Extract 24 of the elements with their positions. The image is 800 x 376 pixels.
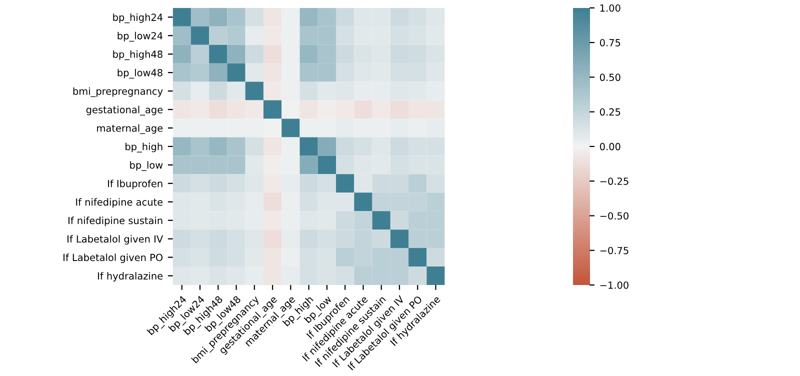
color-bar-label: −0.50 xyxy=(600,212,628,220)
y-tick-label: If hydralazine xyxy=(98,272,163,282)
color-bar-label: 0.25 xyxy=(600,108,620,116)
y-tick-label: bp_high24 xyxy=(113,13,163,24)
color-bar-label: −0.25 xyxy=(600,178,628,185)
color-bar-label: 0.75 xyxy=(600,39,620,46)
y-tick-label: bp_low xyxy=(130,161,163,171)
y-tick-label: bp_low24 xyxy=(118,32,163,42)
color-bar-label: 0.50 xyxy=(600,74,620,82)
y-tick-label: If Labetalol given IV xyxy=(68,235,163,245)
color-bar-label: −0.75 xyxy=(600,246,628,254)
color-bar-label: 0.00 xyxy=(600,142,620,150)
y-tick-label: If nifedipine acute xyxy=(76,198,163,208)
y-tick-label: If Labetalol given PO xyxy=(64,254,163,264)
y-tick-label: bp_high48 xyxy=(113,50,162,60)
y-tick-label: bp_low48 xyxy=(118,68,162,79)
y-tick-label: If nifedipine sustain xyxy=(68,216,162,226)
color-bar-label: −1.00 xyxy=(600,281,628,289)
y-tick-label: bmi_prepregnancy xyxy=(73,87,163,98)
y-tick-label: bp_high xyxy=(126,142,162,152)
color-bar-label: 1.00 xyxy=(600,4,620,12)
y-tick-label: maternal_age xyxy=(97,124,163,134)
y-tick-label: If Ibuprofen xyxy=(108,180,162,190)
y-tick-label: gestational_age xyxy=(86,106,163,116)
